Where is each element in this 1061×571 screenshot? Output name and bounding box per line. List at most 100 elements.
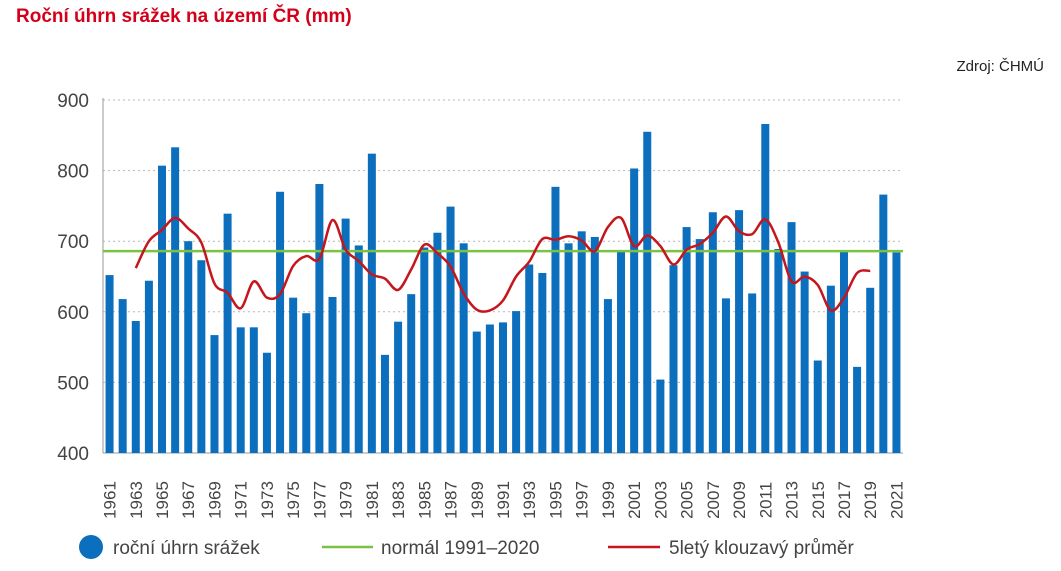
moving-average-path [134,215,871,313]
bar [131,320,140,453]
x-tick-label: 1993 [520,481,539,519]
bar [407,294,416,453]
legend-label-average: 5letý klouzavý průměr [669,538,854,559]
x-tick-label: 1963 [127,481,146,519]
x-tick-label: 1965 [153,481,172,519]
x-tick-label: 2017 [835,481,854,519]
x-tick-label: 2011 [756,482,775,519]
bar [420,247,429,453]
bar [315,184,324,453]
y-tick-label: 400 [57,444,89,465]
bar [289,297,298,453]
bar [171,147,180,453]
bar [354,245,363,453]
x-tick-label: 1991 [494,481,513,519]
bar [787,222,796,453]
y-tick-label: 800 [57,162,89,183]
bar [367,153,376,453]
x-tick-label: 1997 [573,481,592,519]
bar [839,251,848,453]
bar [276,191,285,453]
x-tick-label: 2003 [651,481,670,519]
bar [669,265,678,453]
x-tick-label: 1995 [546,481,565,519]
bar [302,313,311,453]
y-tick-label: 600 [57,303,89,324]
bar [118,299,127,453]
bar [577,231,586,453]
bar [551,186,560,453]
bar [892,252,901,453]
bar [446,206,455,453]
bar [695,239,704,453]
bar [459,243,468,453]
bar [630,168,639,453]
bar [380,354,389,453]
bar [158,165,167,453]
y-tick-label: 500 [57,373,89,394]
bar [538,272,547,453]
x-tick-label: 1989 [468,481,487,519]
bar [210,335,219,453]
x-tick-label: 2009 [730,481,749,519]
bar [800,271,809,453]
legend-label-annual: roční úhrn srážek [113,538,260,559]
legend: roční úhrn srážek normál 1991–2020 5letý k… [79,535,854,559]
chart-title: Roční úhrn srážek na území ČR (mm) [16,6,352,27]
bar [184,241,193,453]
bar [472,331,481,453]
x-tick-label: 1971 [232,481,251,519]
x-tick-label: 1981 [363,481,382,519]
bar [249,327,258,453]
x-tick-label: 1999 [599,481,618,519]
x-tick-label: 2013 [783,481,802,519]
bar [879,194,888,453]
x-tick-label: 1969 [205,481,224,519]
x-tick-label: 2021 [887,481,906,519]
bar [761,124,770,453]
bar [748,293,757,453]
bar-series [105,124,901,453]
x-tick-label: 2019 [861,481,880,519]
bar [853,366,862,453]
bar [721,298,730,453]
x-tick-label: 1975 [284,481,303,519]
source-note: Zdroj: ČHMÚ [956,58,1044,75]
x-tick-label: 2015 [809,481,828,519]
bar [394,321,403,453]
bar [328,296,337,453]
x-tick-label: 1983 [389,481,408,519]
x-tick-label: 1979 [337,481,356,519]
bar [197,260,206,453]
bar [144,280,153,453]
bar [866,287,875,453]
bar [708,212,717,453]
bar [512,311,521,453]
bar [105,275,114,453]
y-tick-label: 900 [57,91,89,112]
bar [682,227,691,453]
bar [643,131,652,453]
bar [525,264,534,453]
legend-label-normal: normál 1991–2020 [381,538,539,559]
bar [223,213,232,453]
bar [236,327,245,453]
bar [499,322,507,453]
y-tick-label: 700 [57,232,89,253]
x-axis: 1961 1963 1965 1967 1969 1971 1973 1975 1977 1979… [101,481,907,519]
bar [485,324,494,453]
x-tick-label: 1977 [310,481,329,519]
bar [735,210,744,453]
bar [774,248,783,453]
x-tick-label: 2001 [625,481,644,519]
x-tick-label: 1987 [442,481,461,519]
x-tick-label: 1961 [101,481,120,519]
bar [341,218,350,453]
bar [590,236,599,453]
x-tick-label: 1985 [415,481,434,519]
x-tick-label: 2005 [678,481,697,519]
moving-average-line [134,215,871,313]
bar [826,285,835,453]
x-tick-label: 1967 [179,481,198,519]
x-tick-label: 1973 [258,481,277,519]
